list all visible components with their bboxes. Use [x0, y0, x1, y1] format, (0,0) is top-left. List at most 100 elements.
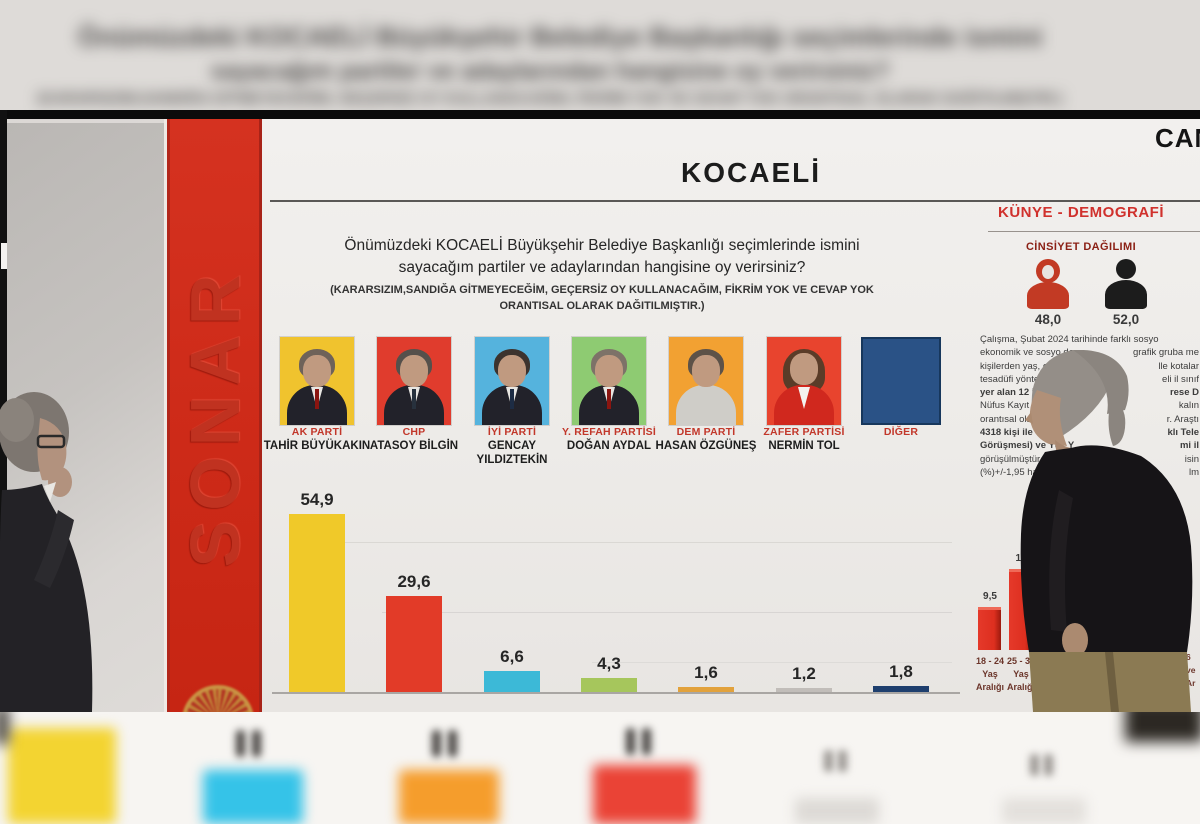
methodology-line: Nüfus Kayıt Siste — [980, 400, 1053, 412]
candidate-name: ATASOY BİLGİN — [369, 440, 459, 452]
poll-value: 54,9 — [300, 490, 334, 509]
blurred-number — [642, 728, 651, 755]
methodology-line: Çalışma, Şubat 2024 tarihinde farklı sos… — [980, 334, 1159, 345]
blurred-number — [432, 730, 441, 757]
male-icon — [1105, 259, 1147, 309]
methodology-line: yer alan 12 ilçede — [980, 387, 1059, 399]
poll-value: 1,2 — [792, 664, 816, 683]
blurred-number — [824, 750, 833, 772]
gridline — [382, 612, 952, 613]
poll-bar — [873, 686, 929, 692]
party-label: AK PARTİ — [291, 426, 343, 438]
blurred-bar — [1002, 798, 1086, 824]
poll-value: 1,8 — [889, 662, 913, 681]
screen-top-bezel — [0, 110, 1200, 119]
blurred-number — [1030, 754, 1039, 776]
sonar-banner: SONAR — [167, 119, 262, 712]
poll-bar — [776, 688, 832, 692]
question-line-2: sayacağım partiler ve adaylarından hangi… — [398, 259, 806, 276]
question-line-1: Önümüzdeki KOCAELİ Büyükşehir Belediye B… — [344, 237, 860, 254]
gridline — [322, 542, 952, 543]
age-category-label: 18 - 24 Yaş Aralığı — [975, 656, 1005, 692]
party-label: ZAFER PARTİSİ — [763, 426, 845, 438]
other-category-box — [861, 337, 941, 425]
title-divider — [270, 200, 1200, 202]
poll-bar — [678, 687, 734, 692]
demography-divider — [988, 231, 1200, 232]
age-value: 9,5 — [983, 591, 997, 602]
age-bar — [978, 607, 1001, 650]
candidate-photo — [572, 337, 646, 425]
blurred-number — [838, 750, 847, 772]
blurred-bar — [399, 770, 499, 824]
survey-question: Önümüzdeki KOCAELİ Büyükşehir Belediye B… — [280, 235, 924, 314]
methodology-line: Görüşmesi) ve Yüz Y — [980, 440, 1075, 452]
party-label: DİĞER — [883, 426, 919, 438]
candidate-photo — [377, 337, 451, 425]
poll-value: 1,6 — [694, 663, 718, 682]
blurred-figure-edge — [1125, 712, 1200, 742]
poll-value: 4,3 — [597, 654, 621, 673]
methodology-line: ekonomik ve sosyo dem — [980, 347, 1082, 359]
party-label: İYİ PARTİ — [487, 426, 537, 438]
candidate-photo — [475, 337, 549, 425]
clipped-age-label: 6 ve Ar — [1186, 652, 1196, 688]
blurred-bar — [203, 770, 303, 824]
blurred-question-line-3: (KARARSIZIM,SANDIĞA GİTMEYECEĞİM, GEÇERS… — [37, 90, 1063, 107]
methodology-line: orantısal olarak g — [980, 413, 1053, 425]
age-category-label: 25 - 34 Yaş Aralığı — [1006, 656, 1036, 692]
sonar-logo-text: SONAR — [175, 264, 254, 567]
presenter-silhouette-left — [0, 392, 93, 712]
question-note-1: (KARARSIZIM,SANDIĞA GİTMEYECEĞİM, GEÇERS… — [330, 284, 874, 296]
page-title: KOCAELİ — [681, 157, 821, 188]
male-value: 52,0 — [1112, 312, 1140, 327]
methodology-line: görüşülmüştür. 0,9 — [980, 453, 1059, 465]
poll-bar — [289, 514, 345, 692]
poll-bar — [484, 671, 540, 692]
live-badge: CAN — [1155, 123, 1200, 153]
candidate-photo — [669, 337, 743, 425]
party-label: DEM PARTİ — [676, 426, 736, 438]
party-label: Y. REFAH PARTİSİ — [561, 426, 657, 438]
candidate-name: DOĞAN AYDAL — [566, 440, 652, 452]
methodology-line: (%)+/-1,95 hata pa — [980, 466, 1059, 478]
blurred-bar — [593, 765, 696, 824]
candidate-photo — [767, 337, 841, 425]
question-note-2: ORANTISAL OLARAK DAĞITILMIŞTIR.) — [499, 299, 705, 312]
gender-title: CİNSİYET DAĞILIMI — [1025, 241, 1137, 253]
poll-value: 29,6 — [397, 572, 431, 591]
bezel-notch — [1, 243, 10, 269]
blurred-question-line-1: Önümüzdeki KOCAELİ Büyükşehir Belediye B… — [77, 22, 1043, 52]
female-icon — [1027, 259, 1069, 309]
blurred-bar — [795, 798, 879, 824]
candidate-name: NERMİN TOL — [768, 440, 840, 452]
blurred-number — [252, 730, 261, 757]
blurred-number — [448, 730, 457, 757]
candidate-name: TAHİR BÜYÜKAKIN — [263, 440, 371, 452]
blurred-number — [626, 728, 635, 755]
methodology-line: 4318 kişi ile CATI( — [980, 427, 1061, 439]
poll-bar — [581, 678, 637, 692]
blurred-question-line-2: sayacağım partiler ve adaylarından hangi… — [210, 58, 890, 85]
methodology-text: Çalışma, Şubat 2024 tarihinde farklı sos… — [980, 334, 1199, 478]
candidate-name: HASAN ÖZGÜNEŞ — [655, 440, 757, 452]
studio-wall-highlight — [7, 119, 167, 123]
blurred-top-banner: Önümüzdeki KOCAELİ Büyükşehir Belediye B… — [0, 0, 1200, 112]
candidate-name: GENCAY YILDIZTEKİN — [476, 440, 548, 466]
blurred-left-edge — [0, 712, 8, 744]
demography-header: KÜNYE - DEMOGRAFİ — [998, 204, 1164, 221]
chart-baseline — [272, 692, 960, 694]
blurred-number — [236, 730, 245, 757]
foreground-blur-strip — [0, 712, 1200, 824]
party-label: CHP — [402, 426, 426, 438]
gridline — [592, 662, 952, 663]
methodology-line: tesadüfi yöntemle — [980, 373, 1055, 385]
candidate-photo — [280, 337, 354, 425]
poll-bar — [386, 596, 442, 692]
female-value: 48,0 — [1034, 312, 1062, 327]
blurred-bar — [8, 728, 116, 824]
blurred-number — [1044, 754, 1053, 776]
methodology-line: kişilerden yaş, cins — [980, 360, 1060, 372]
analyst-silhouette-right — [1020, 350, 1193, 712]
